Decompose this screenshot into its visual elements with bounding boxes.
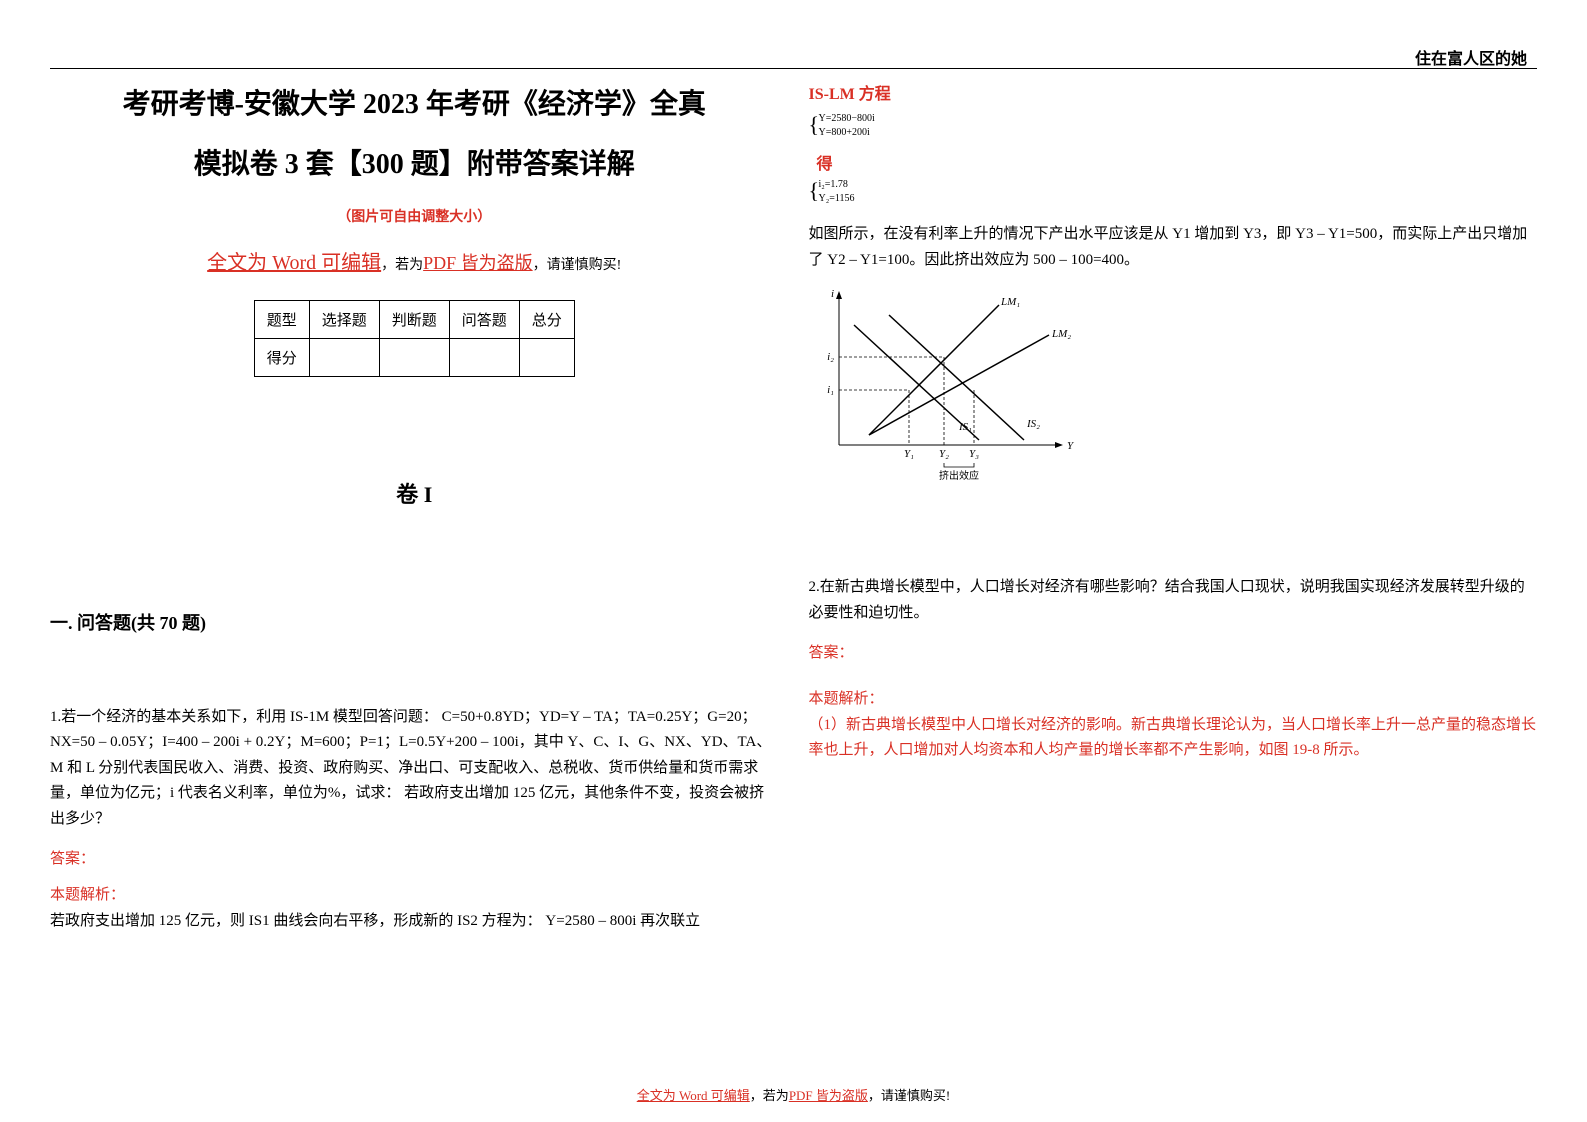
islm-equation-title: IS-LM 方程 bbox=[809, 80, 1538, 104]
table-cell bbox=[309, 338, 379, 376]
footer-word-text: 全文为 Word 可编辑 bbox=[637, 1088, 750, 1103]
table-cell bbox=[519, 338, 574, 376]
q2-analysis-body: （1）新古典增长模型中人口增长对经济的影响。新古典增长理论认为，当人口增长率上升… bbox=[809, 713, 1538, 764]
table-cell: 选择题 bbox=[309, 300, 379, 338]
y3-label: Y₃ bbox=[969, 448, 979, 460]
table-cell: 得分 bbox=[254, 338, 309, 376]
footer-mid: ，若为 bbox=[750, 1088, 789, 1103]
i1-label: i₁ bbox=[827, 384, 834, 396]
analysis-label-text: 本题解析： bbox=[50, 887, 125, 903]
word-editable-text: 全文为 Word 可编辑 bbox=[207, 252, 381, 274]
y2-label: Y₂ bbox=[939, 448, 949, 460]
eq2-line-a: i₂=1.78 bbox=[819, 179, 848, 190]
section-title: 一. 问答题(共 70 题) bbox=[50, 609, 779, 635]
y-axis-label: i bbox=[830, 288, 833, 300]
eq1-line-a: Y=2580−800i bbox=[819, 113, 875, 124]
footer-pdf-text: PDF 皆为盗版 bbox=[789, 1088, 868, 1103]
table-cell: 问答题 bbox=[449, 300, 519, 338]
squeeze-label: 挤出效应 bbox=[939, 469, 979, 482]
x-axis-label: Y bbox=[1067, 440, 1075, 452]
main-title-line2: 模拟卷 3 套【300 题】附带答案详解 bbox=[50, 140, 779, 190]
table-header-row: 题型 选择题 判断题 问答题 总分 bbox=[254, 300, 574, 338]
i2-label: i₂ bbox=[827, 351, 834, 363]
table-cell bbox=[379, 338, 449, 376]
header-right-text: 住在富人区的她 bbox=[1415, 45, 1527, 69]
right-column: IS-LM 方程 Y=2580−800i Y=800+200i 得 i₂=1.7… bbox=[809, 80, 1538, 934]
lm2-label: LM₂ bbox=[1051, 328, 1071, 340]
footer-warning: 全文为 Word 可编辑，若为PDF 皆为盗版，请谨慎购买! bbox=[0, 1085, 1587, 1104]
table-score-row: 得分 bbox=[254, 338, 574, 376]
page-columns: 考研考博-安徽大学 2023 年考研《经济学》全真 模拟卷 3 套【300 题】… bbox=[50, 80, 1537, 934]
eq2-line-b: Y₂=1156 bbox=[819, 193, 855, 204]
image-resize-note: （图片可自由调整大小） bbox=[50, 206, 779, 226]
table-cell: 判断题 bbox=[379, 300, 449, 338]
table-cell: 总分 bbox=[519, 300, 574, 338]
edit-warning: 全文为 Word 可编辑，若为PDF 皆为盗版，请谨慎购买! bbox=[50, 246, 779, 275]
header-divider bbox=[50, 68, 1537, 69]
islm-diagram: i Y LM₁ LM₂ IS₁ IS₂ i₁ bbox=[809, 285, 1538, 490]
analysis-body: 若政府支出增加 125 亿元，则 IS1 曲线会向右平移，形成新的 IS2 方程… bbox=[50, 913, 700, 929]
question-1: 1.若一个经济的基本关系如下，利用 IS-1M 模型回答问题： C=50+0.8… bbox=[50, 705, 779, 833]
is2-label: IS₂ bbox=[1026, 418, 1040, 430]
q2-answer-label: 答案： bbox=[809, 641, 1538, 662]
islm-svg: i Y LM₁ LM₂ IS₁ IS₂ i₁ bbox=[809, 285, 1109, 485]
edit-mid-text: ，若为 bbox=[381, 258, 423, 273]
equation-system-2: i₂=1.78 Y₂=1156 bbox=[809, 178, 855, 206]
explanation-text: 如图所示，在没有利率上升的情况下产出水平应该是从 Y1 增加到 Y3，即 Y3 … bbox=[809, 222, 1538, 273]
eq1-line-b: Y=800+200i bbox=[819, 127, 870, 138]
pdf-piracy-text: PDF 皆为盗版 bbox=[423, 253, 533, 273]
main-title-line1: 考研考博-安徽大学 2023 年考研《经济学》全真 bbox=[50, 80, 779, 130]
volume-label: 卷 I bbox=[50, 477, 779, 509]
edit-suffix-text: ，请谨慎购买! bbox=[533, 258, 622, 273]
table-cell bbox=[449, 338, 519, 376]
analysis-label: 本题解析： 若政府支出增加 125 亿元，则 IS1 曲线会向右平移，形成新的 … bbox=[50, 883, 779, 934]
y1-label: Y₁ bbox=[904, 448, 914, 460]
result-label: 得 bbox=[817, 150, 1538, 174]
lm1-label: LM₁ bbox=[1000, 296, 1020, 308]
left-column: 考研考博-安徽大学 2023 年考研《经济学》全真 模拟卷 3 套【300 题】… bbox=[50, 80, 779, 934]
answer-label: 答案： bbox=[50, 847, 779, 868]
score-table: 题型 选择题 判断题 问答题 总分 得分 bbox=[254, 300, 575, 377]
question-2: 2.在新古典增长模型中，人口增长对经济有哪些影响？结合我国人口现状，说明我国实现… bbox=[809, 575, 1538, 626]
is1-label: IS₁ bbox=[958, 421, 972, 433]
table-cell: 题型 bbox=[254, 300, 309, 338]
equation-system-1: Y=2580−800i Y=800+200i bbox=[809, 112, 875, 140]
footer-suffix: ，请谨慎购买! bbox=[868, 1088, 950, 1103]
q2-analysis-label: 本题解析： bbox=[809, 687, 1538, 713]
